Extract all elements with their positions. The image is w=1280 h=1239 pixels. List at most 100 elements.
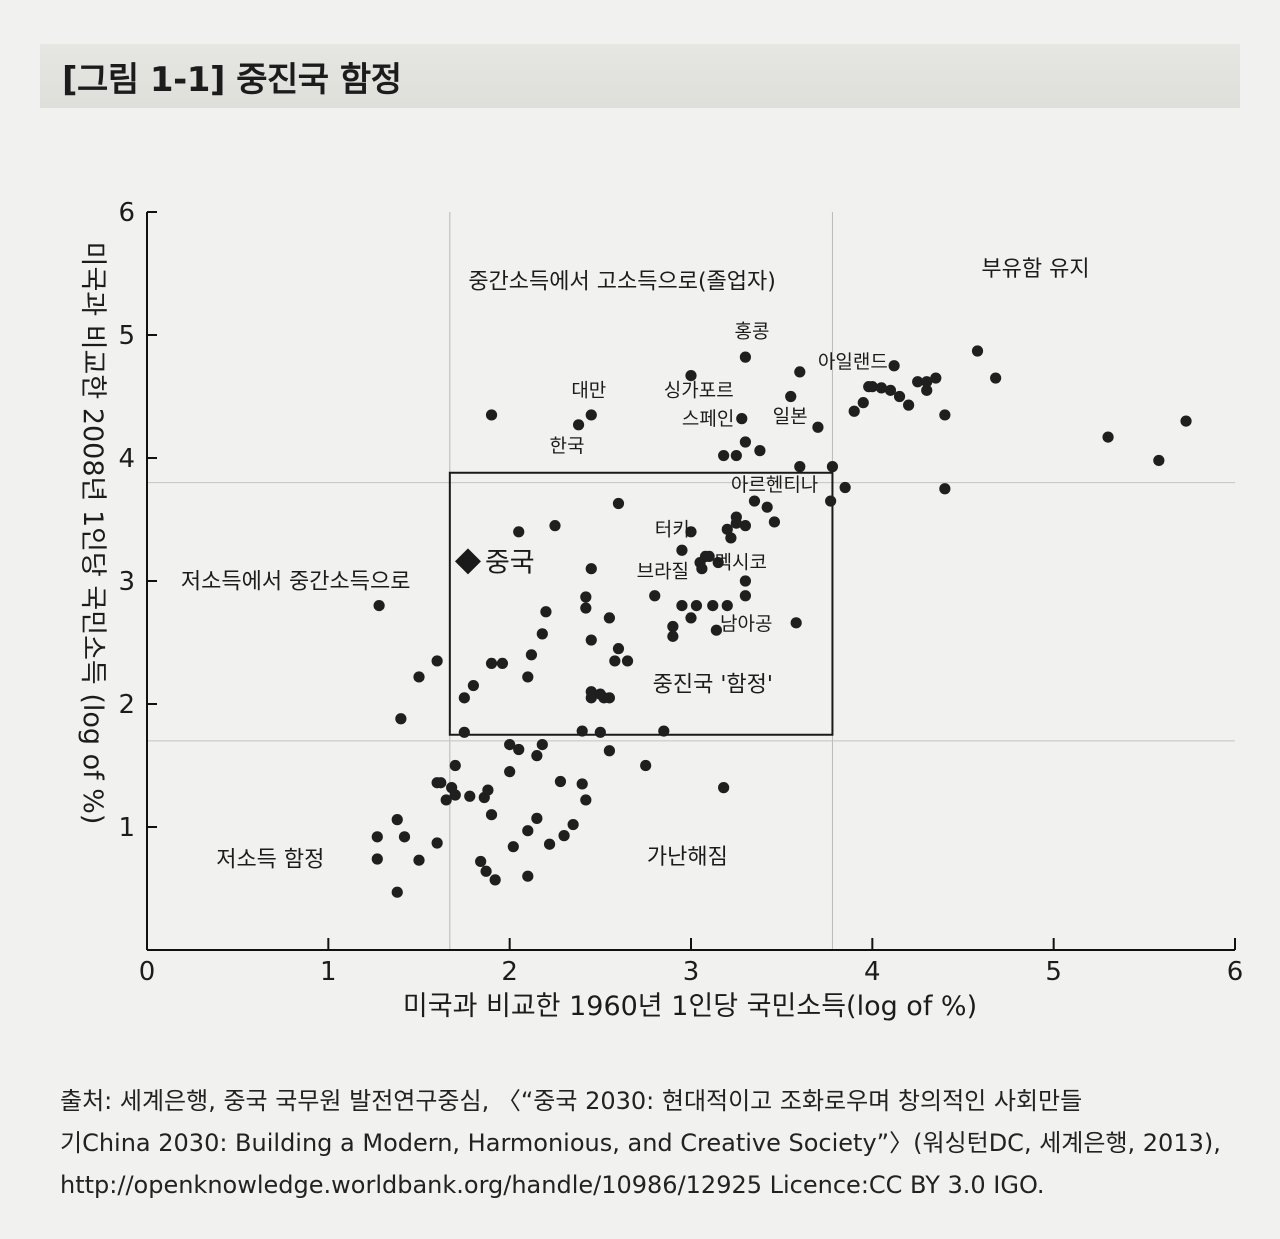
data-point-106	[371, 853, 383, 865]
data-point-43	[707, 600, 719, 612]
source-line-2: 기China 2030: Building a Modern, Harmonio…	[60, 1129, 1221, 1157]
data-point-13	[794, 461, 806, 473]
data-point-36	[739, 575, 752, 587]
x-tick-label-5: 5	[1045, 957, 1062, 987]
data-point-8	[718, 449, 730, 462]
quadrant-label-2: 저소득에서 중간소득으로	[181, 569, 411, 594]
x-tick-label-4: 4	[864, 957, 881, 987]
x-tick-label-6: 6	[1227, 957, 1244, 987]
y-tick-label-5: 5	[118, 321, 135, 351]
data-point-75	[536, 738, 548, 751]
data-point-28	[685, 526, 697, 538]
data-point-125	[921, 384, 933, 396]
y-tick-label-2: 2	[118, 690, 135, 720]
data-point-40	[739, 590, 752, 602]
title-band	[40, 44, 1240, 108]
data-point-113	[373, 600, 385, 612]
data-point-56	[609, 655, 621, 667]
data-point-21	[730, 517, 742, 529]
data-point-33	[696, 563, 708, 575]
source-note: 출처: 세계은행, 중국 국무원 발전연구중심, 〈“중국 2030: 현대적이…	[60, 1080, 1245, 1206]
source-line-3: http://openknowledge.worldbank.org/handl…	[60, 1171, 1045, 1199]
data-point-93	[580, 794, 592, 806]
y-tick-label-1: 1	[118, 813, 135, 843]
data-point-32	[703, 550, 715, 563]
y-tick-label-4: 4	[118, 444, 135, 474]
x-tick-label-2: 2	[501, 957, 518, 987]
data-point-17	[748, 495, 761, 507]
data-point-85	[449, 789, 461, 801]
data-point-67	[594, 688, 606, 700]
annotation-label-10: 멕시코	[715, 552, 767, 574]
data-point-97	[522, 825, 534, 837]
annotation-label-3: 싱가포르	[664, 380, 734, 402]
data-point-15	[825, 495, 837, 507]
data-point-105	[371, 831, 383, 843]
data-point-114	[939, 483, 951, 495]
data-point-128	[888, 360, 900, 372]
data-point-101	[507, 841, 519, 853]
data-point-3	[685, 369, 697, 382]
data-point-100	[567, 818, 579, 831]
data-point-81	[449, 759, 461, 772]
data-point-119	[875, 382, 888, 394]
data-point-122	[903, 399, 915, 411]
data-point-111	[522, 870, 534, 882]
quadrant-label-0: 중간소득에서 고소득으로(졸업자)	[468, 269, 776, 294]
data-point-72	[576, 725, 588, 737]
data-point-130	[990, 372, 1002, 384]
data-point-131	[1102, 431, 1114, 443]
data-point-59	[485, 657, 498, 670]
data-point-5	[736, 413, 748, 425]
data-point-60	[496, 657, 509, 670]
data-points	[371, 345, 1192, 898]
data-point-10	[785, 390, 797, 403]
data-point-62	[413, 671, 425, 683]
annotation-label-4: 스페인	[682, 408, 734, 430]
annotation-label-0: 홍콩	[735, 320, 770, 342]
data-point-109	[480, 865, 492, 877]
data-point-63	[467, 679, 479, 692]
data-point-1	[572, 419, 585, 431]
china-marker	[454, 548, 481, 575]
data-point-45	[685, 612, 697, 624]
data-point-34	[712, 556, 724, 569]
data-point-104	[398, 831, 411, 843]
data-point-76	[504, 738, 516, 751]
data-point-99	[558, 830, 570, 842]
data-point-123	[912, 376, 924, 388]
data-point-53	[585, 634, 597, 646]
data-point-95	[485, 809, 498, 821]
x-tick-label-1: 1	[320, 957, 337, 987]
data-point-83	[435, 777, 447, 789]
data-point-47	[540, 606, 552, 618]
data-point-4	[739, 351, 752, 363]
data-point-88	[482, 784, 494, 796]
source-line-1: 출처: 세계은행, 중국 국무원 발전연구중심, 〈“중국 2030: 현대적이…	[60, 1087, 1083, 1115]
data-point-44	[721, 600, 733, 612]
data-point-103	[391, 814, 403, 826]
data-point-52	[536, 628, 548, 640]
data-point-127	[939, 409, 951, 421]
data-point-96	[531, 812, 543, 824]
data-point-91	[554, 775, 567, 788]
data-point-108	[475, 855, 487, 868]
data-point-64	[458, 692, 470, 704]
data-point-48	[790, 617, 802, 629]
data-point-73	[594, 726, 606, 738]
data-point-22	[739, 520, 752, 532]
annotation-label-6: 한국	[550, 435, 585, 457]
data-point-2	[585, 409, 597, 421]
data-point-69	[603, 692, 616, 704]
china-highlight: 중국	[454, 547, 535, 578]
x-axis-title: 미국과 비교한 1960년 1인당 국민소득(log of %)	[403, 991, 977, 1022]
annotation-label-5: 일본	[773, 405, 808, 427]
data-point-58	[522, 671, 534, 683]
data-point-116	[857, 397, 869, 409]
data-point-24	[725, 532, 737, 544]
x-tick-label-3: 3	[683, 957, 700, 987]
y-tick-label-6: 6	[118, 198, 135, 228]
